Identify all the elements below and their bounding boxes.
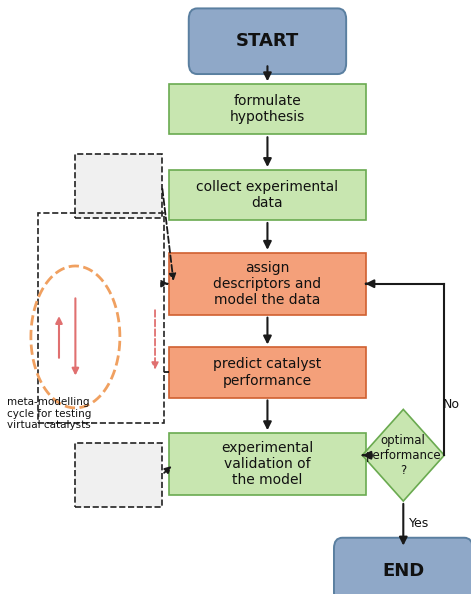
Text: No: No xyxy=(443,398,460,411)
Text: Yes: Yes xyxy=(410,517,429,530)
FancyBboxPatch shape xyxy=(334,538,473,597)
Text: START: START xyxy=(236,32,299,50)
Text: experimental
validation of
the model: experimental validation of the model xyxy=(221,441,314,487)
FancyBboxPatch shape xyxy=(169,253,366,315)
Text: formulate
hypothesis: formulate hypothesis xyxy=(230,94,305,124)
FancyBboxPatch shape xyxy=(169,347,366,398)
Polygon shape xyxy=(362,410,444,501)
Text: collect experimental
data: collect experimental data xyxy=(196,180,338,210)
Text: meta-modelling
cycle for testing
virtual catalysts: meta-modelling cycle for testing virtual… xyxy=(8,397,92,430)
FancyBboxPatch shape xyxy=(75,154,162,218)
FancyBboxPatch shape xyxy=(169,170,366,220)
FancyBboxPatch shape xyxy=(169,433,366,495)
Text: END: END xyxy=(382,562,424,580)
Text: optimal
performance
?: optimal performance ? xyxy=(365,434,441,477)
Text: assign
descriptors and
model the data: assign descriptors and model the data xyxy=(213,260,321,307)
FancyBboxPatch shape xyxy=(189,8,346,74)
FancyBboxPatch shape xyxy=(169,84,366,134)
FancyBboxPatch shape xyxy=(75,443,162,507)
Text: predict catalyst
performance: predict catalyst performance xyxy=(213,358,321,387)
